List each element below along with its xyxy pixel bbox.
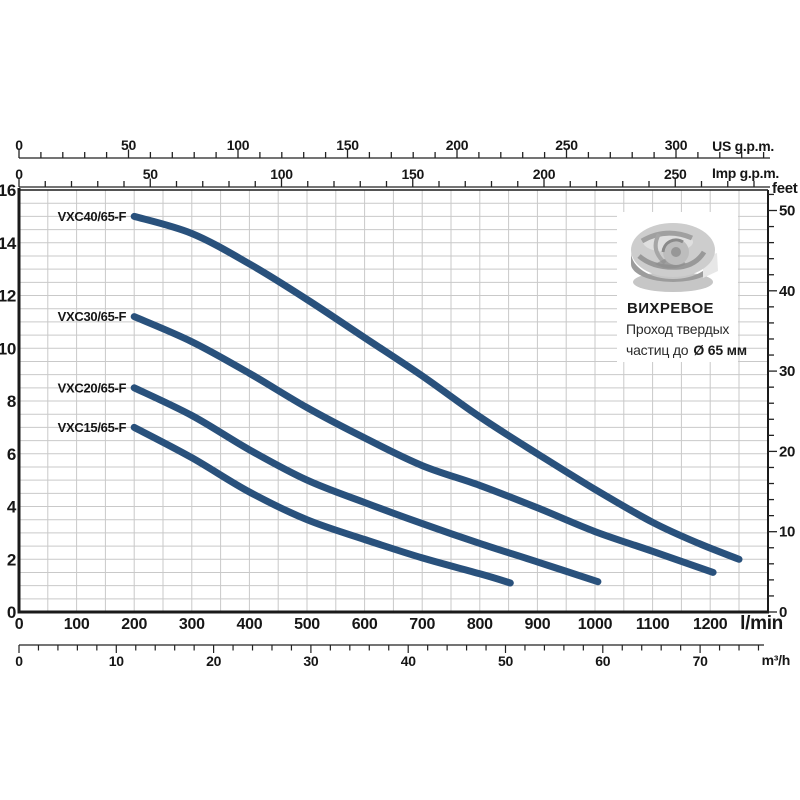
m3h-tick-label: 30: [303, 653, 318, 669]
axis-m3h: 0 10 20 30 40 50 60 70 m³/h: [15, 644, 790, 669]
axis-l-min: 0 100 200 300 400 500 600 700 800 900 1000 1100 1200…: [15, 613, 784, 634]
curve-label-VXC15/65-F: VXC15/65-F: [58, 420, 127, 435]
lmin-tick-label: 1200: [693, 616, 728, 633]
solids-passage-line2: частиц до Ø 65 мм: [626, 342, 747, 358]
feet-axis-label: feet: [772, 180, 798, 197]
imp-tick-label: 100: [270, 166, 293, 182]
m3h-tick-label: 0: [15, 653, 23, 669]
curve-VXC30/65-F: [130, 313, 717, 576]
meters-tick-label: 0: [7, 603, 16, 622]
meters-tick-label: 8: [7, 392, 16, 411]
lmin-tick-label: 400: [237, 616, 263, 633]
meters-tick-label: 4: [7, 498, 17, 517]
lmin-axis-label: l/min: [740, 613, 783, 634]
meters-tick-label: 14: [0, 234, 17, 253]
curve-label-VXC40/65-F: VXC40/65-F: [58, 209, 127, 224]
imp-tick-label: 250: [664, 166, 687, 182]
vortex-impeller-image: [631, 223, 718, 292]
meters-tick-label: 10: [0, 339, 16, 358]
axis-imp-gpm: 0 50 100 150 200 250 Imp g.p.m.: [15, 165, 779, 188]
m3h-tick-label: 50: [498, 653, 513, 669]
imp-tick-label: 200: [533, 166, 556, 182]
us-tick-label: 300: [665, 137, 688, 153]
curve-VXC15/65-F: [130, 423, 514, 587]
m3h-tick-label: 10: [109, 653, 124, 669]
lmin-tick-label: 800: [467, 616, 493, 633]
us-tick-label: 100: [227, 137, 250, 153]
lmin-tick-label: 200: [121, 616, 147, 633]
impeller-annotation: ВИХРЕВОЕ Проход твердых частиц до Ø 65 мм: [626, 300, 747, 358]
plot-frame: [17, 188, 769, 614]
impeller-type-label: ВИХРЕВОЕ: [627, 300, 714, 317]
imp-tick-label: 150: [402, 166, 425, 182]
feet-tick-label: 50: [779, 203, 795, 220]
lmin-tick-label: 600: [352, 616, 378, 633]
curve-VXC40/65-F: [130, 212, 743, 563]
lmin-tick-label: 1100: [636, 616, 670, 633]
lmin-tick-label: 700: [409, 616, 435, 633]
feet-tick-label: 30: [779, 363, 795, 380]
m3h-tick-label: 40: [401, 653, 416, 669]
m3h-tick-label: 60: [595, 653, 610, 669]
axis-us-gpm: 0 50 100 150 200 250 300 US g.p.m.: [15, 137, 774, 159]
imp-tick-label: 50: [143, 166, 158, 182]
feet-tick-label: 20: [779, 443, 795, 460]
m3h-tick-label: 20: [206, 653, 221, 669]
imp-tick-label: 0: [15, 166, 23, 182]
curve-label-VXC20/65-F: VXC20/65-F: [58, 380, 127, 395]
meters-tick-label: 12: [0, 287, 16, 306]
lmin-tick-label: 300: [179, 616, 205, 633]
us-tick-label: 200: [446, 137, 469, 153]
curve-VXC20/65-F: [130, 384, 602, 586]
lmin-tick-label: 1000: [578, 616, 613, 633]
feet-tick-label: 10: [779, 524, 795, 541]
m3h-axis-label: m³/h: [762, 652, 790, 668]
lmin-tick-label: 900: [525, 616, 551, 633]
feet-tick-label: 0: [779, 604, 787, 621]
solids-passage-line1: Проход твердых: [626, 321, 729, 337]
curve-label-VXC30/65-F: VXC30/65-F: [58, 309, 127, 324]
us-tick-label: 0: [15, 137, 23, 153]
meters-tick-label: 16: [0, 181, 16, 200]
lmin-tick-label: 100: [64, 616, 90, 633]
feet-tick-label: 40: [779, 283, 795, 300]
meters-tick-label: 6: [7, 445, 16, 464]
imp-gpm-axis-label: Imp g.p.m.: [712, 165, 779, 181]
us-tick-label: 150: [336, 137, 359, 153]
axis-feet: 0 10 20 30 40 50 feet: [768, 180, 798, 621]
m3h-tick-label: 70: [693, 653, 708, 669]
axis-meters: 0 2 4 6 8 10 12 14 16: [0, 181, 17, 622]
lmin-tick-label: 500: [294, 616, 320, 633]
us-gpm-axis-label: US g.p.m.: [712, 138, 774, 154]
pump-curves: VXC40/65-F VXC30/65-F VXC20/65-F VXC15/65-F: [58, 209, 743, 587]
meters-tick-label: 2: [7, 550, 16, 569]
us-tick-label: 250: [555, 137, 578, 153]
lmin-tick-label: 0: [15, 616, 24, 633]
us-tick-label: 50: [121, 137, 136, 153]
